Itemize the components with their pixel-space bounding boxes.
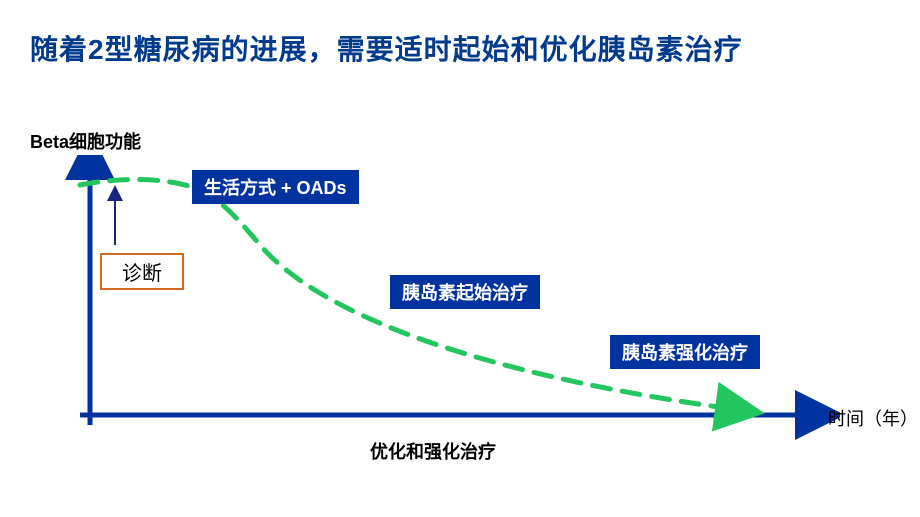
x-axis-label: 时间（年）	[828, 405, 918, 431]
page-title: 随着2型糖尿病的进展，需要适时起始和优化胰岛素治疗	[30, 28, 890, 68]
x-axis-sublabel: 优化和强化治疗	[370, 438, 496, 464]
stage-insulin-initiation: 胰岛素起始治疗	[390, 275, 540, 309]
stage-insulin-intensification: 胰岛素强化治疗	[610, 335, 760, 369]
diagnosis-label-box: 诊断	[100, 253, 184, 290]
stage-lifestyle-oads: 生活方式 + OADs	[192, 170, 359, 204]
y-axis-label: Beta细胞功能	[30, 128, 141, 154]
